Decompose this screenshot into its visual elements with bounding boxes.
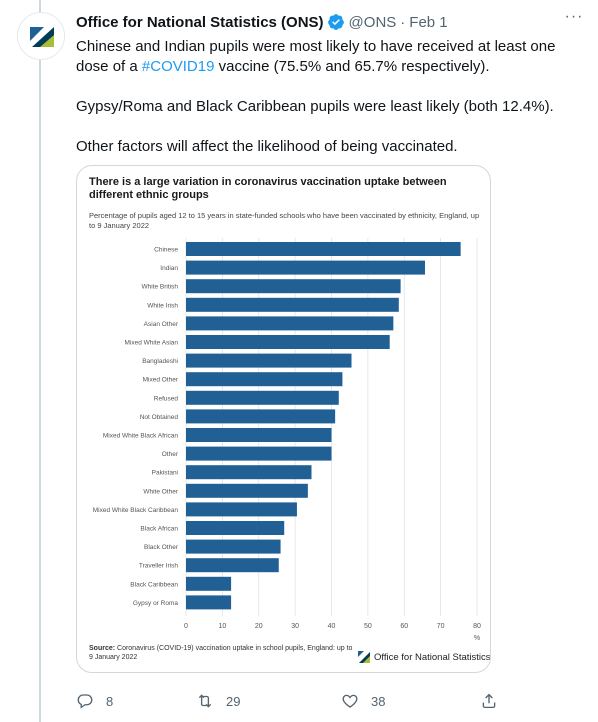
category-label: Indian [160, 265, 178, 272]
tweet-text: Chinese and Indian pupils were most like… [76, 37, 586, 177]
share-button[interactable] [480, 690, 510, 712]
x-tick-label: 0 [184, 623, 188, 630]
bar [186, 576, 232, 591]
tweet-header: Office for National Statistics (ONS) @ON… [76, 12, 448, 32]
reply-count: 8 [106, 693, 114, 709]
category-label: Traveller Irish [139, 563, 179, 570]
retweet-button[interactable]: 29 [196, 690, 240, 712]
separator: · [400, 13, 406, 31]
x-axis-label: % [474, 635, 480, 642]
bar [186, 260, 425, 275]
category-label: Bangladeshi [142, 358, 178, 365]
x-tick-label: 20 [255, 623, 263, 630]
category-label: Black African [140, 526, 178, 533]
ons-wordmark-text: Office for National Statistics [374, 651, 491, 663]
thread-line [39, 0, 41, 722]
text-after-hashtag: vaccine (75.5% and 65.7% respectively). [214, 58, 490, 75]
bar [186, 502, 297, 517]
bar [186, 595, 232, 610]
category-label: White Other [143, 488, 179, 495]
ons-small-logo-icon [358, 651, 370, 663]
chart-subtitle: Percentage of pupils aged 12 to 15 years… [89, 211, 480, 230]
bar [186, 465, 312, 480]
bar [186, 279, 401, 294]
tweet-actions: 8 29 38 [76, 690, 506, 712]
bar [186, 353, 352, 368]
bar [186, 558, 279, 573]
bar-chart: 0 10 20 30 40 50 60 70 80% Chinese Indian White Bri… [93, 238, 481, 642]
x-tick-label: 40 [328, 623, 336, 630]
verified-badge-icon [327, 14, 344, 30]
bar [186, 390, 339, 405]
share-icon [482, 693, 496, 709]
category-label: Black Caribbean [130, 581, 178, 588]
retweet-icon [198, 694, 212, 708]
tweet-paragraph-2: Gypsy/Roma and Black Caribbean pupils we… [76, 98, 554, 115]
category-label: White British [142, 284, 179, 291]
author-handle[interactable]: @ONS [348, 13, 397, 31]
bar [186, 297, 399, 312]
bar [186, 335, 390, 349]
category-label: Gypsy or Roma [133, 600, 179, 607]
more-options-icon[interactable]: ··· [564, 8, 584, 25]
heart-icon [342, 694, 358, 708]
category-label: Chinese [154, 247, 178, 254]
tweet-paragraph-1: Chinese and Indian pupils were most like… [76, 37, 586, 77]
ons-wordmark: Office for National Statistics [357, 650, 491, 664]
category-label: Mixed Other [143, 377, 179, 384]
chart-source: Source: Coronavirus (COVID-19) vaccinati… [89, 644, 354, 662]
chart-title: There is a large variation in coronaviru… [89, 176, 447, 201]
source-text: Coronavirus (COVID-19) vaccination uptak… [89, 645, 353, 661]
category-label: Refused [154, 395, 179, 402]
category-label: Mixed White Black Caribbean [93, 507, 179, 514]
tweet-date[interactable]: Feb 1 [409, 13, 448, 31]
hashtag-link[interactable]: #COVID19 [141, 58, 215, 75]
category-label: Other [162, 451, 179, 458]
x-tick-label: 10 [218, 623, 226, 630]
x-tick-label: 60 [400, 623, 408, 630]
source-label: Source: [89, 645, 116, 652]
ons-logo-icon [18, 13, 64, 59]
category-label: Black Other [144, 544, 179, 551]
bar [186, 372, 343, 387]
bar [186, 521, 285, 535]
x-tick-label: 50 [364, 623, 372, 630]
x-tick-label: 70 [437, 623, 445, 630]
media-image[interactable]: There is a large variation in coronaviru… [76, 165, 491, 673]
bar [186, 446, 332, 461]
like-button[interactable]: 38 [341, 690, 385, 712]
text-before-hashtag: Chinese and Indian pupils were most like… [76, 38, 556, 75]
category-label: Not Obtained [140, 414, 179, 421]
x-tick-label: 80 [473, 623, 481, 630]
category-label: Mixed White Asian [125, 340, 179, 347]
bar [186, 428, 332, 442]
category-label: Mixed White Black African [103, 433, 179, 440]
bar [186, 242, 461, 256]
avatar[interactable] [17, 12, 65, 60]
reply-icon [77, 694, 93, 709]
category-label: Pakistani [152, 470, 178, 477]
bar [186, 483, 308, 498]
bar [186, 316, 394, 331]
category-label: Asian Other [144, 321, 179, 328]
like-count: 38 [371, 693, 386, 709]
bar [186, 409, 336, 424]
bar [186, 539, 281, 554]
reply-button[interactable]: 8 [76, 690, 113, 712]
x-tick-label: 30 [291, 623, 299, 630]
author-name[interactable]: Office for National Statistics (ONS) [76, 13, 324, 31]
tweet-paragraph-3: Other factors will affect the likelihood… [76, 138, 458, 155]
retweet-count: 29 [226, 693, 241, 709]
category-label: White Irish [147, 302, 178, 309]
